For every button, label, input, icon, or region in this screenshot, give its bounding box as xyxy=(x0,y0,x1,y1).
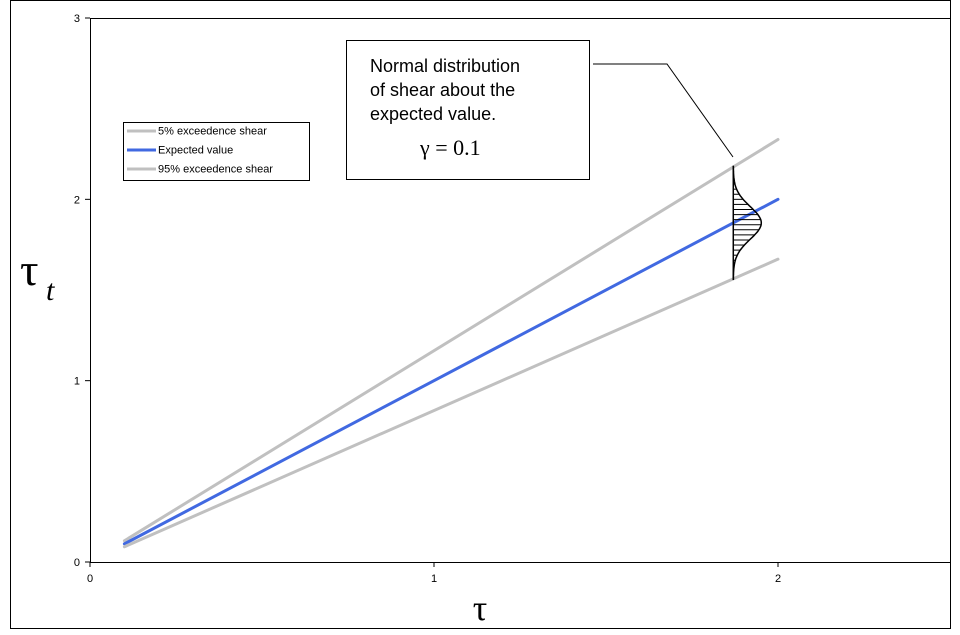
y-tick-label-2: 2 xyxy=(74,194,80,206)
annotation-line-3: expected value. xyxy=(370,104,496,124)
legend-label-95pct: 95% exceedence shear xyxy=(158,164,273,176)
series-layer xyxy=(122,137,780,549)
annotation-leader-line xyxy=(593,63,734,158)
x-axis-title: τ xyxy=(473,588,487,628)
legend-label-expected: Expected value xyxy=(158,145,233,157)
series-line-0 xyxy=(122,137,780,543)
annotation-line-1: Normal distribution xyxy=(370,56,520,76)
annotation-box xyxy=(346,40,590,180)
y-axis-title-main: τ xyxy=(20,244,39,295)
distribution-curve xyxy=(732,165,763,281)
y-axis-title: τ t xyxy=(20,244,55,307)
y-tick-label-3: 3 xyxy=(74,13,80,25)
normal-distribution-curve xyxy=(732,165,763,281)
series-line-1 xyxy=(122,197,780,546)
legend-label-5pct: 5% exceedence shear xyxy=(158,126,267,138)
x-tick-label-2: 2 xyxy=(775,573,781,585)
x-tick-label-1: 1 xyxy=(431,573,437,585)
y-axis: 0 1 2 3 xyxy=(74,13,90,569)
annotation: Normal distribution of shear about the e… xyxy=(346,40,734,180)
y-tick-label-1: 1 xyxy=(74,376,80,388)
annotation-formula: γ = 0.1 xyxy=(419,135,481,160)
x-tick-label-0: 0 xyxy=(87,573,93,585)
y-axis-title-subscript: t xyxy=(46,274,55,307)
legend: 5% exceedence shear Expected value 95% e… xyxy=(123,122,310,181)
x-axis: 0 1 2 xyxy=(87,562,781,585)
y-tick-label-0: 0 xyxy=(74,557,80,569)
annotation-line-2: of shear about the xyxy=(370,80,515,100)
series-line-2 xyxy=(122,257,780,549)
